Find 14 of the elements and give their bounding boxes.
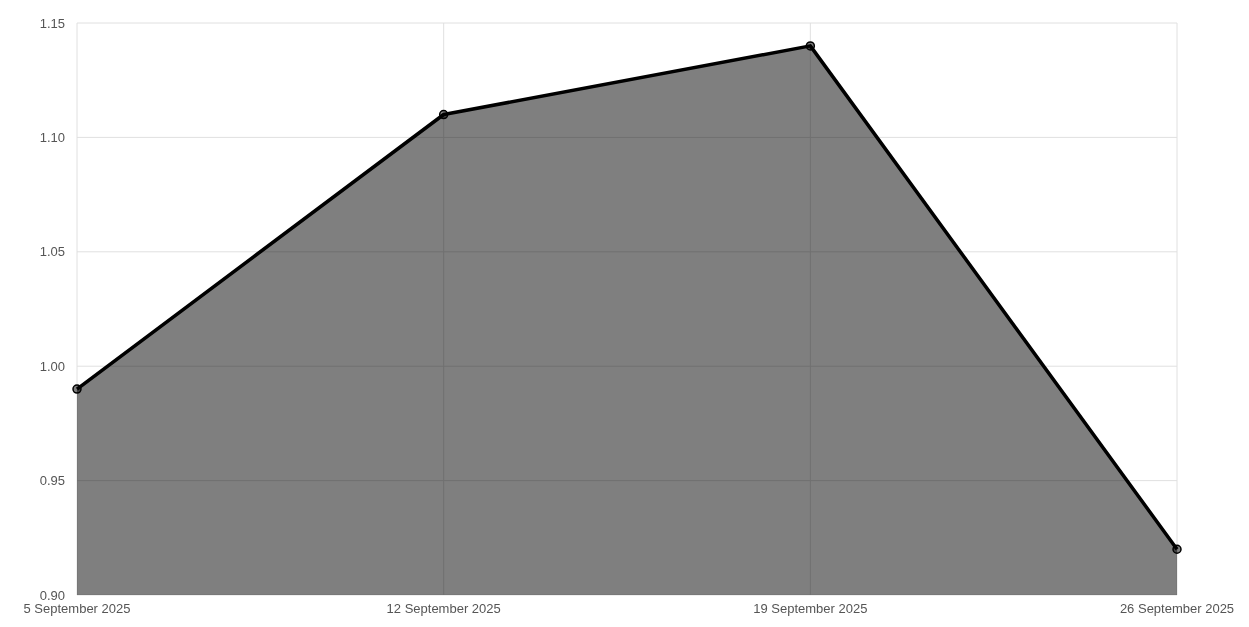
y-tick-label: 1.05	[39, 244, 65, 260]
point	[805, 41, 816, 51]
x-tick-label: 5 September 2025	[23, 601, 131, 616]
point	[72, 384, 82, 394]
x-tick-label: 19 September 2025	[753, 601, 868, 616]
x-tick-label: 26 September 2025	[1119, 601, 1235, 616]
y-tick-label: 1.00	[39, 358, 65, 374]
point	[438, 109, 449, 120]
y-tick-label: 1.15	[39, 15, 65, 31]
point	[1172, 544, 1182, 554]
y-tick-label: 0.90	[39, 587, 65, 603]
x-tick-label: 12 September 2025	[386, 601, 501, 616]
y-tick-label: 1.10	[39, 129, 65, 145]
y-tick-label: 0.95	[39, 473, 65, 489]
